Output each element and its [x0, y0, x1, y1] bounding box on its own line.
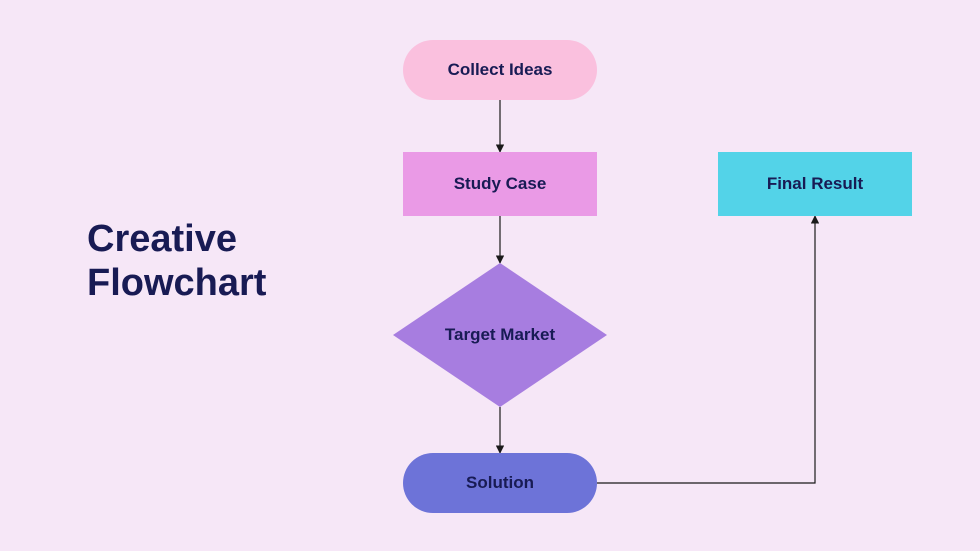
node-study-case: Study Case: [403, 152, 597, 216]
node-label-study-case: Study Case: [454, 174, 547, 194]
node-collect-ideas: Collect Ideas: [403, 40, 597, 100]
page-title-line2: Flowchart: [87, 262, 266, 306]
node-label-solution: Solution: [466, 473, 534, 493]
page-title: Creative Flowchart: [87, 218, 266, 305]
flowchart-canvas: Creative Flowchart Collect Ideas Study Ca…: [0, 0, 980, 551]
node-solution: Solution: [403, 453, 597, 513]
node-label-final-result: Final Result: [767, 174, 863, 194]
node-label-target-market: Target Market: [445, 325, 555, 345]
node-target-market: Target Market: [393, 263, 607, 407]
edge-solution-to-final-result: [597, 216, 815, 483]
page-title-line1: Creative: [87, 218, 266, 262]
node-label-collect-ideas: Collect Ideas: [448, 60, 553, 80]
node-final-result: Final Result: [718, 152, 912, 216]
